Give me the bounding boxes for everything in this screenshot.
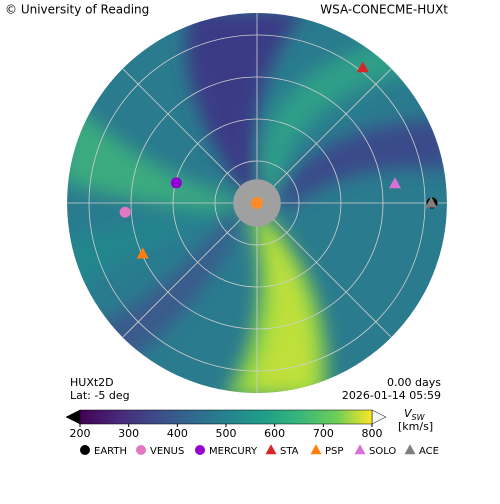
body-marker: [136, 247, 149, 259]
legend-label: VENUS: [150, 446, 184, 457]
legend-label: STA: [280, 446, 299, 457]
body-marker: [119, 206, 131, 218]
colorbar-tick-label: 600: [264, 427, 285, 440]
latitude: Lat: -5 deg: [70, 389, 130, 402]
polar-grid: [67, 13, 447, 393]
legend-label: MERCURY: [209, 446, 258, 457]
colorbar-tick-label: 700: [313, 427, 334, 440]
legend-marker: [136, 445, 146, 455]
colorbar-tick-label: 800: [362, 427, 383, 440]
legend-label: ACE: [419, 446, 439, 457]
colorbar-units: [km/s]: [398, 420, 433, 433]
cbar-symbol: V: [404, 407, 413, 420]
colorbar: [79, 409, 373, 425]
cbar-subscript: SW: [412, 413, 426, 422]
legend-marker: [195, 445, 205, 455]
colorbar-extend-low: [65, 409, 81, 425]
colorbar-tick-label: 400: [167, 427, 188, 440]
legend-marker: [310, 444, 322, 455]
legend-marker: [80, 445, 90, 455]
legend-marker: [404, 444, 416, 455]
legend-label: EARTH: [94, 446, 127, 457]
legend-label: SOLO: [369, 446, 396, 457]
legend-label: PSP: [325, 446, 343, 457]
sun: [251, 197, 263, 209]
elapsed: 0.00 days: [387, 376, 441, 389]
model-name: HUXt2D: [70, 376, 114, 389]
legend-marker: [265, 444, 277, 455]
timestamp: 2026-01-14 05:59: [342, 389, 441, 402]
body-marker: [388, 177, 402, 189]
body-marker: [425, 196, 438, 208]
colorbar-label: VSW: [404, 407, 426, 422]
run-name: WSA-CONECME-HUXt: [320, 3, 448, 17]
colorbar-tick-label: 200: [70, 427, 91, 440]
colorbar-extend-high: [371, 409, 387, 425]
body-marker: [170, 177, 182, 189]
colorbar-tick-label: 500: [216, 427, 237, 440]
body-marker: [356, 61, 369, 73]
credit: © University of Reading: [5, 3, 149, 17]
colorbar-tick-label: 300: [118, 427, 139, 440]
legend-marker: [354, 444, 366, 455]
